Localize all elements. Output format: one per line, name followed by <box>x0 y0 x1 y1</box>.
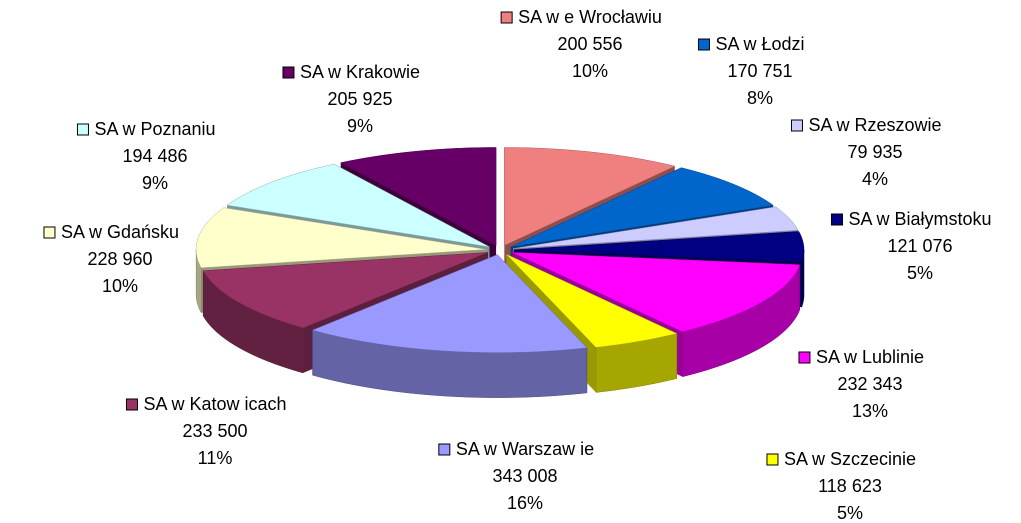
label-value: 79 935 <box>847 142 902 162</box>
label-value: 118 623 <box>818 476 882 496</box>
slice <box>511 252 801 332</box>
slice <box>513 206 799 249</box>
label-percent: 8% <box>747 88 773 108</box>
label-percent: 16% <box>507 493 543 513</box>
legend-swatch <box>798 351 811 364</box>
label-value: 232 343 <box>837 374 902 394</box>
label-name: SA w Katow icach <box>143 394 286 414</box>
label-value: 228 960 <box>87 249 152 269</box>
label-percent: 9% <box>142 173 168 193</box>
label-name: SA w e Wrocławiu <box>518 7 662 27</box>
label-percent: 5% <box>837 503 863 523</box>
label-name: SA w Warszaw ie <box>456 439 594 459</box>
legend-swatch <box>76 123 89 136</box>
label-name: SA w Rzeszowie <box>808 115 941 135</box>
label-percent: 9% <box>347 116 373 136</box>
label-value: 170 751 <box>727 61 792 81</box>
legend-swatch <box>697 38 710 51</box>
label-name: SA w Łodzi <box>715 34 804 54</box>
label-name: SA w Lublinie <box>816 347 924 367</box>
label-name: SA w Gdańsku <box>61 222 179 242</box>
label-value: 233 500 <box>182 421 247 441</box>
label-percent: 13% <box>852 401 888 421</box>
legend-swatch <box>500 11 513 24</box>
slice <box>504 147 676 246</box>
label-value: 200 556 <box>557 34 622 54</box>
slice <box>510 167 774 248</box>
label-value: 205 925 <box>327 89 392 109</box>
label-percent: 11% <box>198 448 233 468</box>
slice <box>226 163 490 248</box>
label-name: SA w Krakowie <box>300 62 420 82</box>
label-name: SA w Poznaniu <box>94 119 215 139</box>
legend-swatch <box>43 226 56 239</box>
label-name: SA w Białymstoku <box>848 209 991 229</box>
label-value: 121 076 <box>887 236 952 256</box>
slice <box>311 254 588 353</box>
slice <box>202 252 489 329</box>
label-percent: 4% <box>862 169 888 189</box>
slice <box>506 253 678 348</box>
legend-swatch <box>125 398 138 411</box>
label-name: SA w Szczecinie <box>784 449 916 469</box>
legend-swatch <box>766 453 779 466</box>
label-value: 194 486 <box>122 146 187 166</box>
label-percent: 10% <box>572 61 608 81</box>
legend-swatch <box>438 443 451 456</box>
label-percent: 10% <box>102 276 138 296</box>
label-percent: 5% <box>907 263 933 283</box>
slice <box>339 147 497 246</box>
legend-swatch <box>790 119 803 132</box>
legend-swatch <box>282 66 295 79</box>
legend-swatch <box>830 213 843 226</box>
slice <box>195 207 487 269</box>
slice <box>513 231 805 263</box>
label-value: 343 008 <box>492 466 557 486</box>
